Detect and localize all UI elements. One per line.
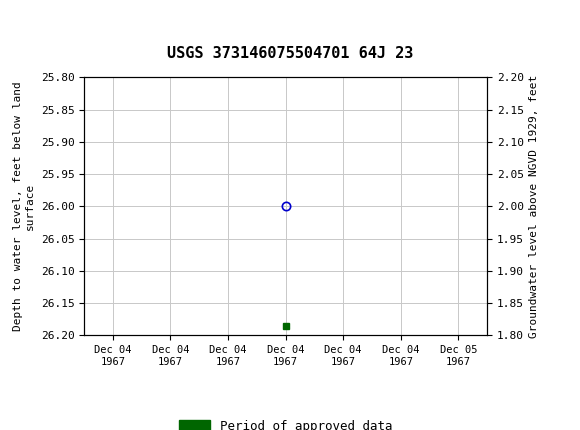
Text: ≋USGS: ≋USGS [9, 11, 85, 30]
Legend: Period of approved data: Period of approved data [174, 415, 397, 430]
Text: USGS 373146075504701 64J 23: USGS 373146075504701 64J 23 [167, 46, 413, 61]
Y-axis label: Groundwater level above NGVD 1929, feet: Groundwater level above NGVD 1929, feet [530, 75, 539, 338]
Y-axis label: Depth to water level, feet below land
surface: Depth to water level, feet below land su… [13, 82, 35, 331]
